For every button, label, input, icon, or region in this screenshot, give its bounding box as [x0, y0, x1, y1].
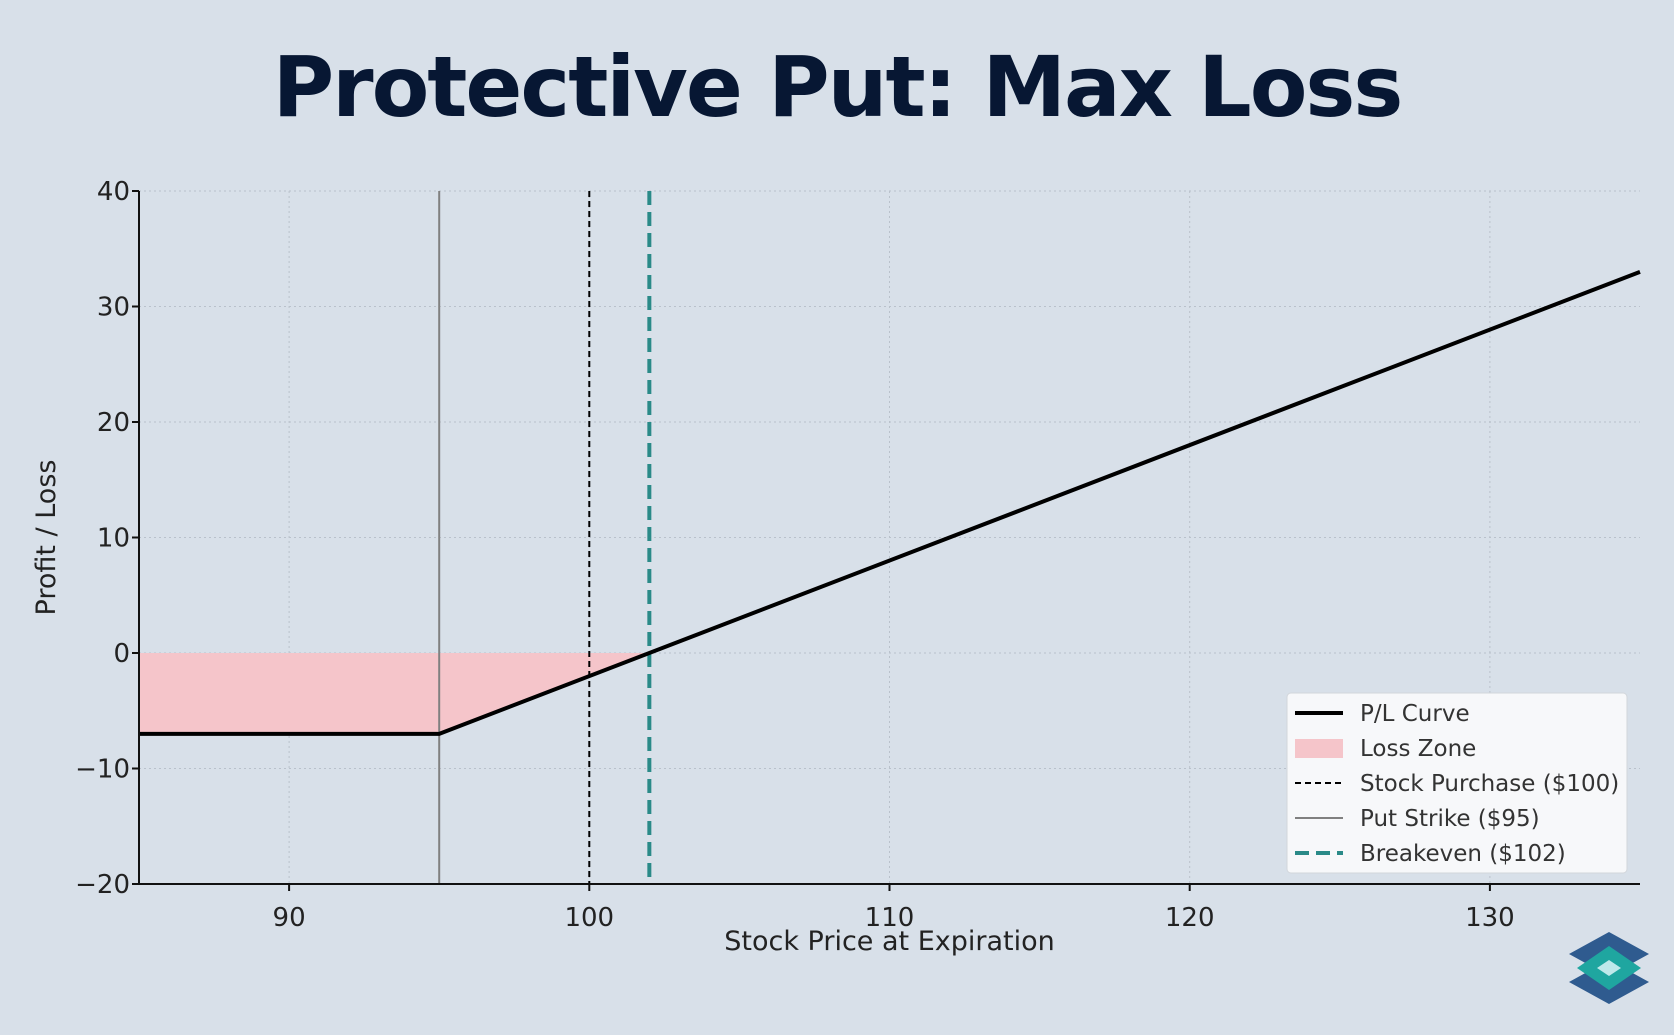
- x-tick-label: 130: [1465, 903, 1515, 933]
- legend-label: Breakeven ($102): [1360, 841, 1566, 867]
- logo-center: [1597, 960, 1621, 976]
- legend-label: Put Strike ($95): [1360, 806, 1540, 832]
- pl-curve-line: [139, 269, 1641, 736]
- axes: [132, 190, 1640, 891]
- loss-zone-area: [139, 653, 650, 734]
- x-tick-label: 90: [273, 903, 306, 933]
- chart-title: Protective Put: Max Loss: [272, 38, 1404, 136]
- y-tick-label: 20: [97, 408, 130, 438]
- legend: P/L Curve Loss Zone Stock Purchase ($100) P…: [1286, 692, 1628, 874]
- x-axis-label: Stock Price at Expiration: [724, 926, 1055, 957]
- y-tick-label: 30: [97, 293, 130, 323]
- y-tick-label: −20: [75, 870, 130, 900]
- legend-label: P/L Curve: [1360, 701, 1470, 727]
- legend-label: Stock Purchase ($100): [1360, 771, 1619, 797]
- series-layer: [139, 269, 1641, 736]
- y-tick-label: −10: [75, 755, 130, 785]
- layers-logo-icon: [1569, 932, 1649, 1004]
- legend-swatch-patch: [1295, 739, 1343, 758]
- y-tick-label: 0: [113, 639, 130, 669]
- x-tick-label: 100: [564, 903, 614, 933]
- legend-label: Loss Zone: [1360, 736, 1476, 762]
- tick-labels: 90 100 110 120 130 −20 −10 0 10 20 30 40: [75, 177, 1515, 933]
- x-tick-label: 120: [1165, 903, 1215, 933]
- loss-zone-layer: [139, 653, 650, 734]
- legend-box: [1286, 692, 1628, 874]
- y-tick-label: 40: [97, 177, 130, 207]
- y-tick-label: 10: [97, 524, 130, 554]
- x-tick-label: 110: [865, 903, 915, 933]
- grid-lines: [139, 190, 1640, 885]
- y-axis-label: Profit / Loss: [31, 460, 62, 616]
- reference-lines: [438, 191, 652, 884]
